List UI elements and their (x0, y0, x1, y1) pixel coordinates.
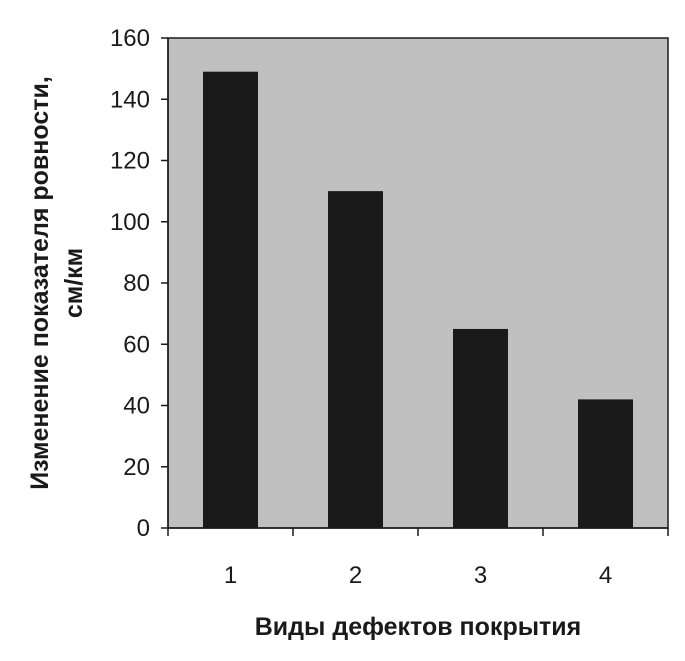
x-axis-title: Виды дефектов покрытия (255, 613, 582, 641)
y-tick-label: 80 (123, 270, 150, 297)
bar-1 (203, 71, 258, 528)
y-tick-label: 140 (110, 86, 150, 113)
y-tick-label: 120 (110, 148, 150, 175)
y-tick-labels: 0 20 40 60 80 100 120 140 160 (110, 25, 150, 542)
x-tick-label: 3 (474, 562, 487, 589)
y-tick-label: 0 (137, 515, 150, 542)
y-axis-title-line-2: см/км (60, 248, 88, 318)
axes (161, 37, 669, 536)
y-tick-label: 40 (123, 393, 150, 420)
y-tick-label: 160 (110, 25, 150, 52)
y-tick-label: 100 (110, 209, 150, 236)
y-axis-title-line-1: Изменение показателя ровности, (26, 76, 54, 490)
bar-3 (453, 328, 508, 528)
x-tick-label: 2 (349, 562, 362, 589)
x-tick-labels: 1 2 3 4 (224, 562, 612, 589)
bar-4 (578, 399, 633, 528)
x-tick-label: 4 (599, 562, 612, 589)
bar-2 (328, 191, 383, 528)
y-tick-label: 20 (123, 454, 150, 481)
y-axis-title: Изменение показателя ровности, см/км (26, 76, 88, 490)
x-tick-label: 1 (224, 562, 237, 589)
bars (203, 71, 633, 528)
y-tick-label: 60 (123, 331, 150, 358)
